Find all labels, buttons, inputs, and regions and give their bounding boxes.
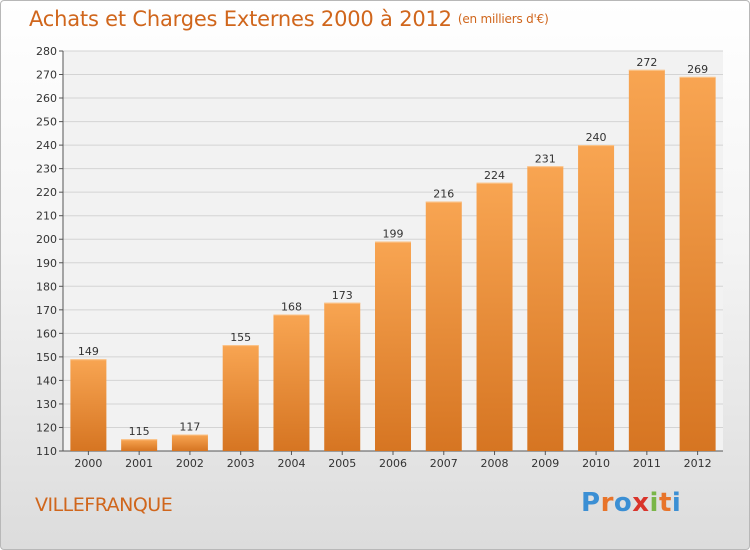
value-label: 231: [535, 152, 556, 165]
bar: [324, 302, 361, 451]
x-tick-label: 2003: [227, 457, 255, 470]
y-tick-label: 160: [36, 327, 57, 340]
x-tick-label: 2001: [125, 457, 153, 470]
y-tick-label: 170: [36, 304, 57, 317]
y-tick-label: 130: [36, 398, 57, 411]
y-tick-label: 210: [36, 210, 57, 223]
value-label: 224: [484, 169, 505, 182]
value-label: 240: [586, 131, 607, 144]
logo-letter: x: [632, 488, 650, 518]
bar: [679, 76, 716, 451]
bar: [527, 166, 564, 451]
y-tick-label: 230: [36, 163, 57, 176]
y-tick-label: 220: [36, 186, 57, 199]
y-tick-label: 180: [36, 280, 57, 293]
logo-letter: r: [600, 488, 614, 518]
proxiti-logo: Proxiti: [581, 488, 681, 518]
bar: [375, 241, 411, 451]
value-label: 216: [433, 188, 454, 201]
value-label: 199: [383, 228, 404, 241]
y-tick-label: 190: [36, 257, 57, 270]
bar: [273, 314, 310, 451]
bar: [425, 201, 462, 451]
x-tick-label: 2000: [74, 457, 102, 470]
value-label: 269: [687, 63, 708, 76]
y-tick-label: 140: [36, 374, 57, 387]
value-label: 149: [78, 345, 99, 358]
chart-title: Achats et Charges Externes 2000 à 2012 (e…: [29, 7, 549, 31]
bar: [476, 182, 513, 451]
bar: [171, 434, 208, 451]
logo-letter: P: [581, 488, 601, 518]
x-tick-label: 2007: [430, 457, 458, 470]
bar: [628, 69, 665, 451]
y-tick-label: 240: [36, 139, 57, 152]
value-label: 168: [281, 301, 302, 314]
value-label: 155: [230, 331, 251, 344]
city-name: VILLEFRANQUE: [35, 494, 173, 516]
logo-letter: i: [649, 488, 659, 518]
y-tick-label: 280: [36, 45, 57, 58]
chart-subtitle: (en milliers d'€): [457, 12, 549, 26]
chart-title-text: Achats et Charges Externes 2000 à 2012: [29, 7, 452, 31]
logo-letter: i: [671, 488, 682, 518]
x-tick-label: 2011: [633, 457, 661, 470]
x-tick-label: 2006: [379, 457, 407, 470]
bar: [222, 345, 259, 451]
value-label: 115: [129, 425, 150, 438]
x-tick-label: 2008: [481, 457, 509, 470]
x-tick-label: 2002: [176, 457, 204, 470]
y-tick-label: 120: [36, 421, 57, 434]
x-tick-label: 2010: [582, 457, 610, 470]
x-tick-label: 2012: [684, 457, 712, 470]
bar: [121, 439, 158, 451]
y-tick-label: 250: [36, 116, 57, 129]
value-label: 117: [179, 421, 200, 434]
x-tick-label: 2004: [277, 457, 305, 470]
y-tick-label: 200: [36, 233, 57, 246]
y-tick-label: 260: [36, 92, 57, 105]
bar: [578, 145, 615, 451]
logo-letter: o: [613, 488, 633, 518]
logo-letter: t: [658, 488, 672, 518]
bar: [70, 359, 107, 451]
value-label: 173: [332, 289, 353, 302]
value-label: 272: [636, 56, 657, 69]
y-tick-label: 150: [36, 351, 57, 364]
x-tick-label: 2005: [328, 457, 356, 470]
y-tick-label: 110: [36, 445, 57, 458]
x-tick-label: 2009: [531, 457, 559, 470]
y-tick-label: 270: [36, 69, 57, 82]
